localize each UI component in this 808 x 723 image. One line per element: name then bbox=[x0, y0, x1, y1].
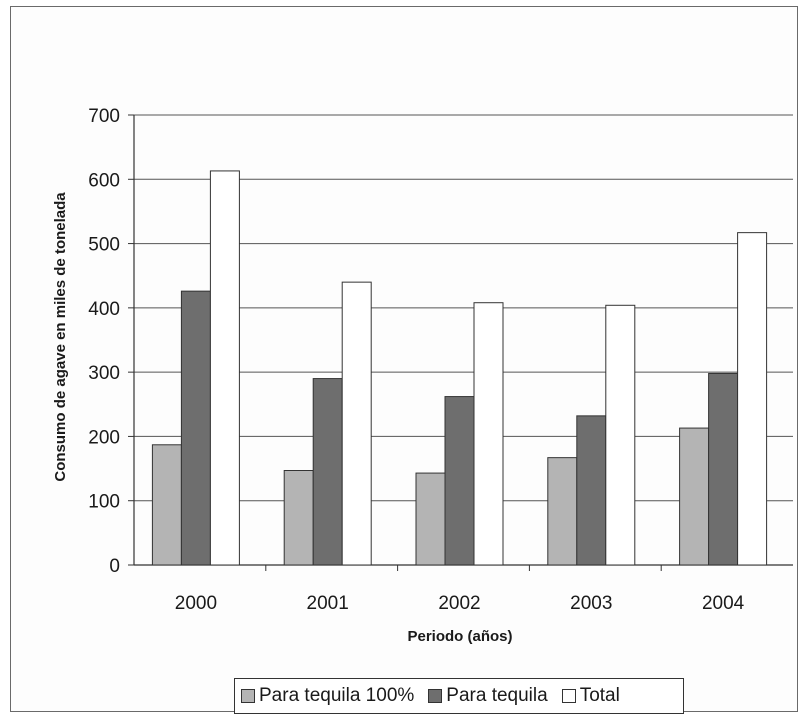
legend-item-tequila-100: Para tequila 100% bbox=[241, 685, 414, 707]
x-tick-label: 2002 bbox=[438, 593, 480, 614]
y-tick-labels: 0 100 200 300 400 500 600 700 bbox=[88, 106, 120, 577]
bar-2000-series-1 bbox=[180, 290, 211, 566]
y-tick-label: 600 bbox=[88, 170, 120, 191]
bar-2002-series-0 bbox=[415, 472, 446, 566]
y-tick-label: 200 bbox=[88, 427, 120, 448]
x-tick-labels: 2000 2001 2002 2003 2004 bbox=[175, 593, 745, 614]
chart-frame bbox=[10, 6, 798, 712]
bar-2003-series-0 bbox=[547, 457, 578, 566]
legend-item-tequila: Para tequila bbox=[428, 685, 548, 707]
bar-2001-series-0 bbox=[283, 470, 314, 566]
legend: Para tequila 100% Para tequila Total bbox=[234, 678, 684, 714]
x-tick-label: 2001 bbox=[307, 593, 349, 614]
y-tick-label: 400 bbox=[88, 299, 120, 320]
bar-2004-series-1 bbox=[708, 372, 739, 566]
legend-label-total: Total bbox=[579, 685, 620, 706]
x-tick-label: 2000 bbox=[175, 593, 217, 614]
legend-label-tequila-100: Para tequila 100% bbox=[259, 685, 415, 706]
bar-2000-series-0 bbox=[151, 444, 182, 566]
bar-2002-series-1 bbox=[444, 396, 475, 566]
bar-2003-series-2 bbox=[605, 304, 636, 566]
bar-2001-series-1 bbox=[312, 378, 343, 566]
y-tick-label: 100 bbox=[88, 492, 120, 513]
bar-2004-series-0 bbox=[679, 427, 710, 566]
y-axis-title: Consumo de agave en miles de tonelada bbox=[52, 192, 69, 482]
y-tick-label: 0 bbox=[109, 556, 120, 577]
y-tick-label: 500 bbox=[88, 235, 120, 256]
bar-2003-series-1 bbox=[576, 415, 607, 566]
y-tick-label: 300 bbox=[88, 363, 120, 384]
x-tick-label: 2003 bbox=[570, 593, 612, 614]
bar-2001-series-2 bbox=[341, 281, 372, 566]
x-axis-title: Periodo (años) bbox=[407, 628, 512, 645]
legend-swatch-tequila-100 bbox=[241, 689, 255, 703]
y-tick-label: 700 bbox=[88, 106, 120, 127]
x-tick-label: 2004 bbox=[702, 593, 745, 614]
legend-item-total: Total bbox=[561, 685, 620, 707]
legend-swatch-tequila bbox=[428, 689, 443, 703]
bar-2002-series-2 bbox=[473, 302, 504, 566]
legend-swatch-total bbox=[561, 689, 576, 703]
bar-2004-series-2 bbox=[737, 232, 768, 566]
legend-label-tequila: Para tequila bbox=[446, 685, 548, 706]
bar-2000-series-2 bbox=[209, 170, 240, 566]
bars bbox=[151, 170, 768, 571]
